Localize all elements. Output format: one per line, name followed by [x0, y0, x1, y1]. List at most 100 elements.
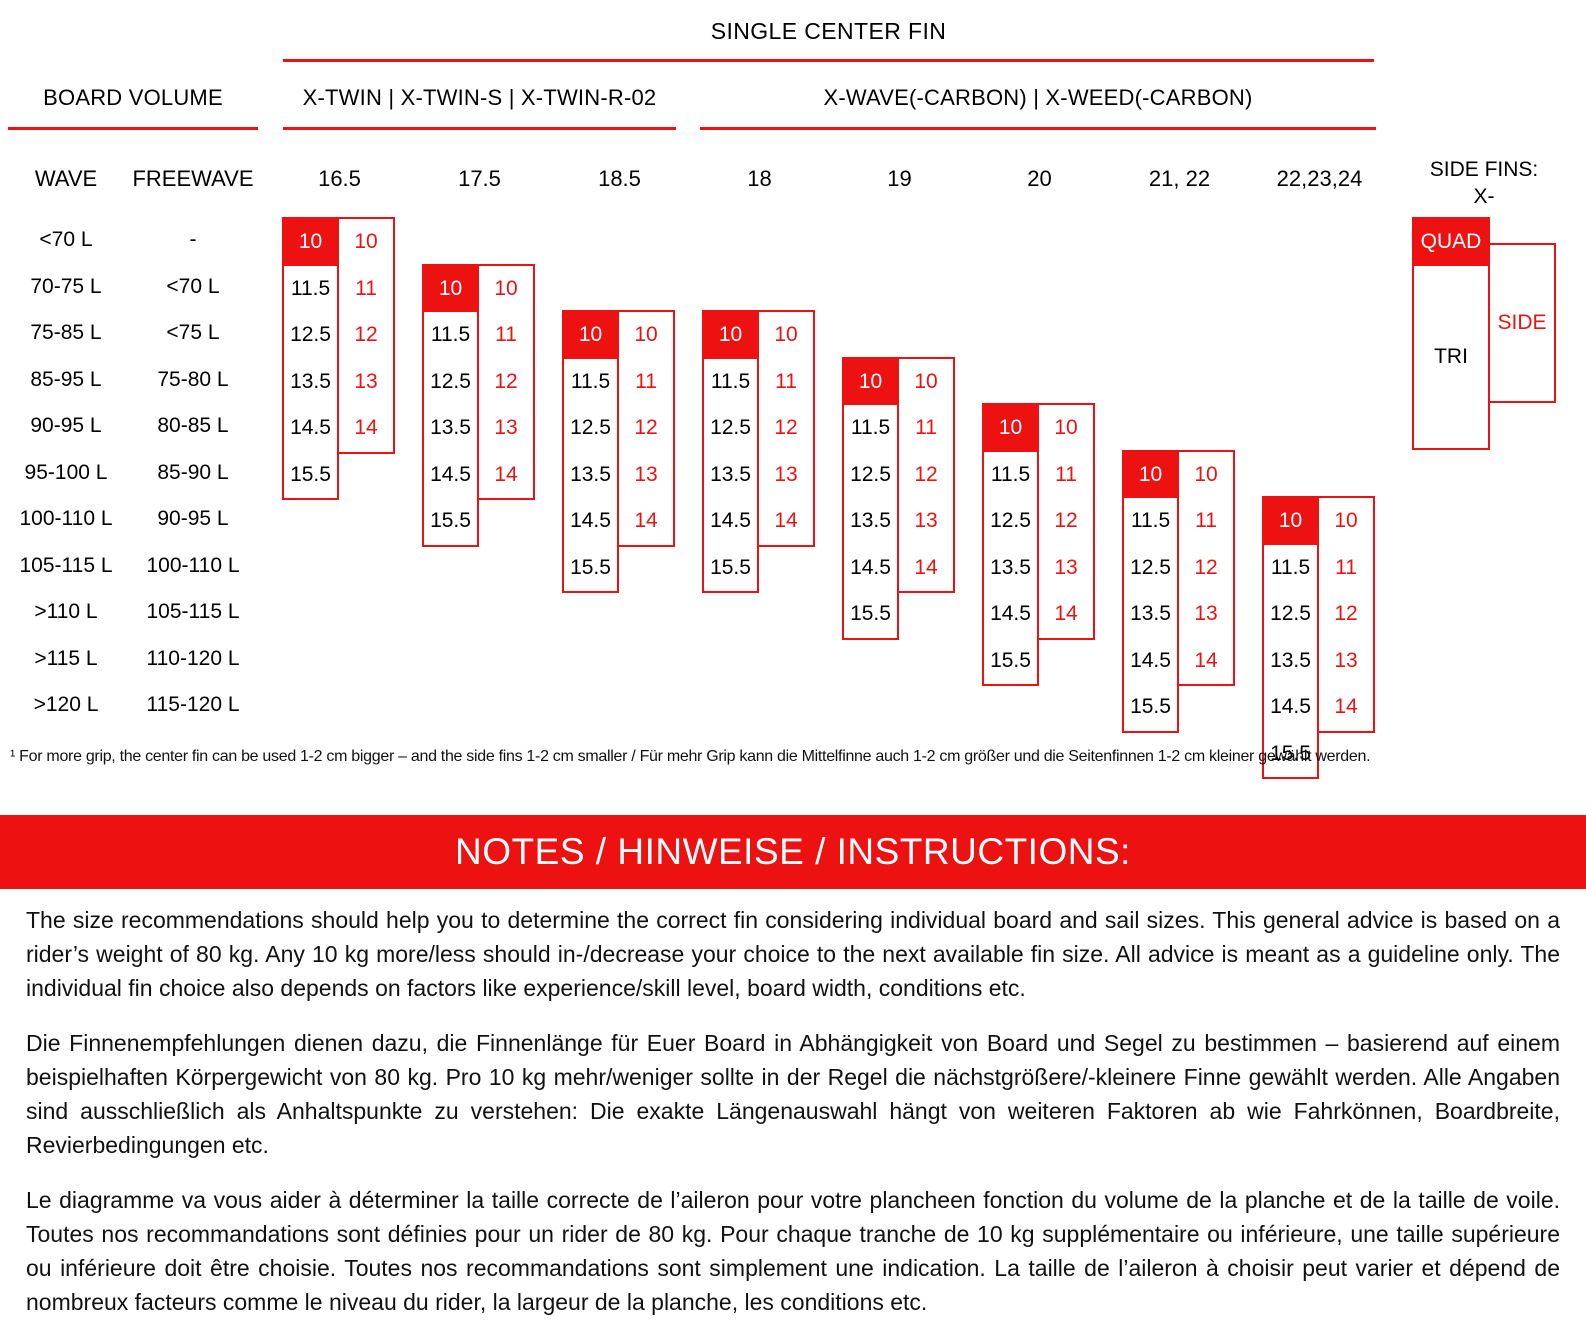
center-fin-size: 11.5	[1270, 555, 1311, 579]
sail-size-header: 22,23,24	[1276, 166, 1363, 191]
side-fin-size: 10	[354, 230, 378, 254]
side-fin-size: 11	[915, 416, 937, 440]
legend-side-box: SIDE	[1488, 243, 1556, 403]
center-fin-size: 12.5	[710, 416, 751, 440]
wave-volume-label: >115 L	[34, 646, 98, 670]
sail-size-header: 20	[1027, 166, 1052, 191]
footnote: ¹ For more grip, the center fin can be u…	[10, 748, 1371, 765]
legend-side-label: SIDE	[1497, 311, 1547, 334]
side-fin-size: 14	[354, 416, 378, 440]
center-fin-column: 10 11.5 12.5 13.5 14.5 15.5	[702, 310, 759, 593]
center-fin-size: 13.5	[1270, 648, 1311, 672]
side-fin-size: 10	[1334, 509, 1358, 533]
center-fin-size: 14.5	[850, 555, 891, 579]
center-fin-size: 15.5	[710, 555, 751, 579]
notes-paragraph-en: The size recommendations should help you…	[26, 907, 1560, 1001]
center-fin-size: 13.5	[990, 555, 1031, 579]
center-fin-size: 14.5	[1130, 648, 1171, 672]
sail-size-header: 18	[747, 166, 772, 191]
side-fin-size: 11	[775, 369, 797, 393]
side-fin-size: 13	[1194, 602, 1218, 626]
side-fin-size: 12	[354, 323, 378, 347]
center-fin-size: 11.5	[290, 276, 331, 300]
side-fin-size: 10	[914, 369, 938, 393]
center-fin-size: 14.5	[990, 602, 1031, 626]
side-fin-size: 14	[634, 509, 658, 533]
center-fin-size: 11.5	[850, 416, 891, 440]
center-fin-size: 13.5	[1130, 602, 1171, 626]
side-fin-size: 11	[635, 369, 657, 393]
center-fin-size: 13.5	[290, 369, 331, 393]
wave-volume-label: 85-95 L	[30, 367, 102, 391]
freewave-volume-label: 90-95 L	[157, 507, 229, 531]
notes-paragraph-fr: Le diagramme va vous aider à déterminer …	[26, 1187, 1560, 1315]
center-fin-size: 13.5	[850, 509, 891, 533]
freewave-volume-label: 75-80 L	[157, 367, 229, 391]
freewave-volume-label: 110-120 L	[146, 646, 240, 670]
center-fin-size: 12.5	[570, 416, 611, 440]
center-fin-size: 10	[844, 358, 897, 405]
sail-size-header: 18.5	[598, 166, 641, 191]
center-fin-size: 12.5	[850, 462, 891, 486]
freewave-volume-label: -	[189, 228, 197, 252]
side-fin-column: 10 11 12 13 14	[337, 217, 395, 454]
notes-banner: NOTES / HINWEISE / INSTRUCTIONS:	[0, 815, 1586, 889]
center-fin-size: 12.5	[290, 323, 331, 347]
group-twin-header: X-TWIN | X-TWIN-S | X-TWIN-R-02	[302, 85, 657, 110]
center-fin-size: 13.5	[710, 462, 751, 486]
center-fin-size: 14.5	[570, 509, 611, 533]
freewave-volume-label: <70 L	[166, 274, 220, 298]
sail-size-header: 21, 22	[1148, 166, 1211, 191]
center-fin-column: 10 11.5 12.5 13.5 14.5 15.5	[562, 310, 619, 593]
center-fin-size: 10	[284, 219, 337, 266]
side-fin-size: 10	[1054, 416, 1078, 440]
side-fin-size: 13	[354, 369, 378, 393]
center-fin-size: 14.5	[430, 462, 471, 486]
center-fin-size: 10	[1124, 451, 1177, 498]
center-fin-size: 15.5	[570, 555, 611, 579]
freewave-volume-label: <75 L	[166, 321, 220, 345]
legend-center-box: QUAD TRI	[1412, 217, 1490, 450]
side-fin-size: 12	[1334, 602, 1358, 626]
freewave-volume-label: 85-90 L	[157, 460, 229, 484]
wave-volume-label: 75-85 L	[30, 321, 102, 345]
center-fin-size: 11.5	[990, 462, 1031, 486]
wave-volume-label: 95-100 L	[24, 460, 108, 484]
side-fin-size: 10	[1194, 462, 1218, 486]
sail-size-header: 19	[887, 166, 912, 191]
wave-volume-label: >120 L	[33, 693, 99, 717]
center-fin-size: 12.5	[1130, 555, 1171, 579]
wave-volume-label: 90-95 L	[30, 414, 102, 438]
center-fin-size: 13.5	[570, 462, 611, 486]
center-fin-size: 15.5	[290, 462, 331, 486]
side-fin-column: 10 11 12 13 14	[1037, 403, 1095, 640]
sail-size-header: 17.5	[458, 166, 501, 191]
side-fin-size: 11	[355, 276, 377, 300]
center-fin-column: 10 11.5 12.5 13.5 14.5 15.5	[842, 356, 899, 640]
board-volume-underline	[8, 127, 258, 130]
side-fin-size: 14	[1194, 648, 1218, 672]
center-fin-size: 11.5	[570, 369, 611, 393]
center-fin-size: 12.5	[1270, 602, 1311, 626]
side-fin-size: 14	[914, 555, 938, 579]
board-volume-header: BOARD VOLUME	[43, 85, 223, 110]
wave-volume-label: <70 L	[39, 228, 93, 252]
side-fin-column: 10 11 12 13 14	[757, 310, 815, 547]
center-fin-size: 10	[564, 312, 617, 359]
notes-body: The size recommendations should help you…	[26, 903, 1560, 1340]
center-fin-size: 14.5	[1270, 695, 1311, 719]
side-fin-size: 13	[774, 462, 798, 486]
freewave-volume-label: 100-110 L	[146, 553, 240, 577]
center-fin-size: 12.5	[430, 369, 471, 393]
center-fin-column: 10 11.5 12.5 13.5 14.5 15.5	[282, 217, 339, 500]
sail-size-header: 16.5	[318, 166, 361, 191]
side-fin-size: 13	[1054, 555, 1078, 579]
side-fin-column: 10 11 12 13 14	[617, 310, 675, 547]
freewave-column-header: FREEWAVE	[132, 166, 254, 191]
center-fin-size: 10	[424, 265, 477, 312]
side-fin-size: 12	[634, 416, 658, 440]
side-fin-size: 14	[774, 509, 798, 533]
side-fin-size: 10	[774, 323, 798, 347]
side-fin-size: 12	[914, 462, 938, 486]
